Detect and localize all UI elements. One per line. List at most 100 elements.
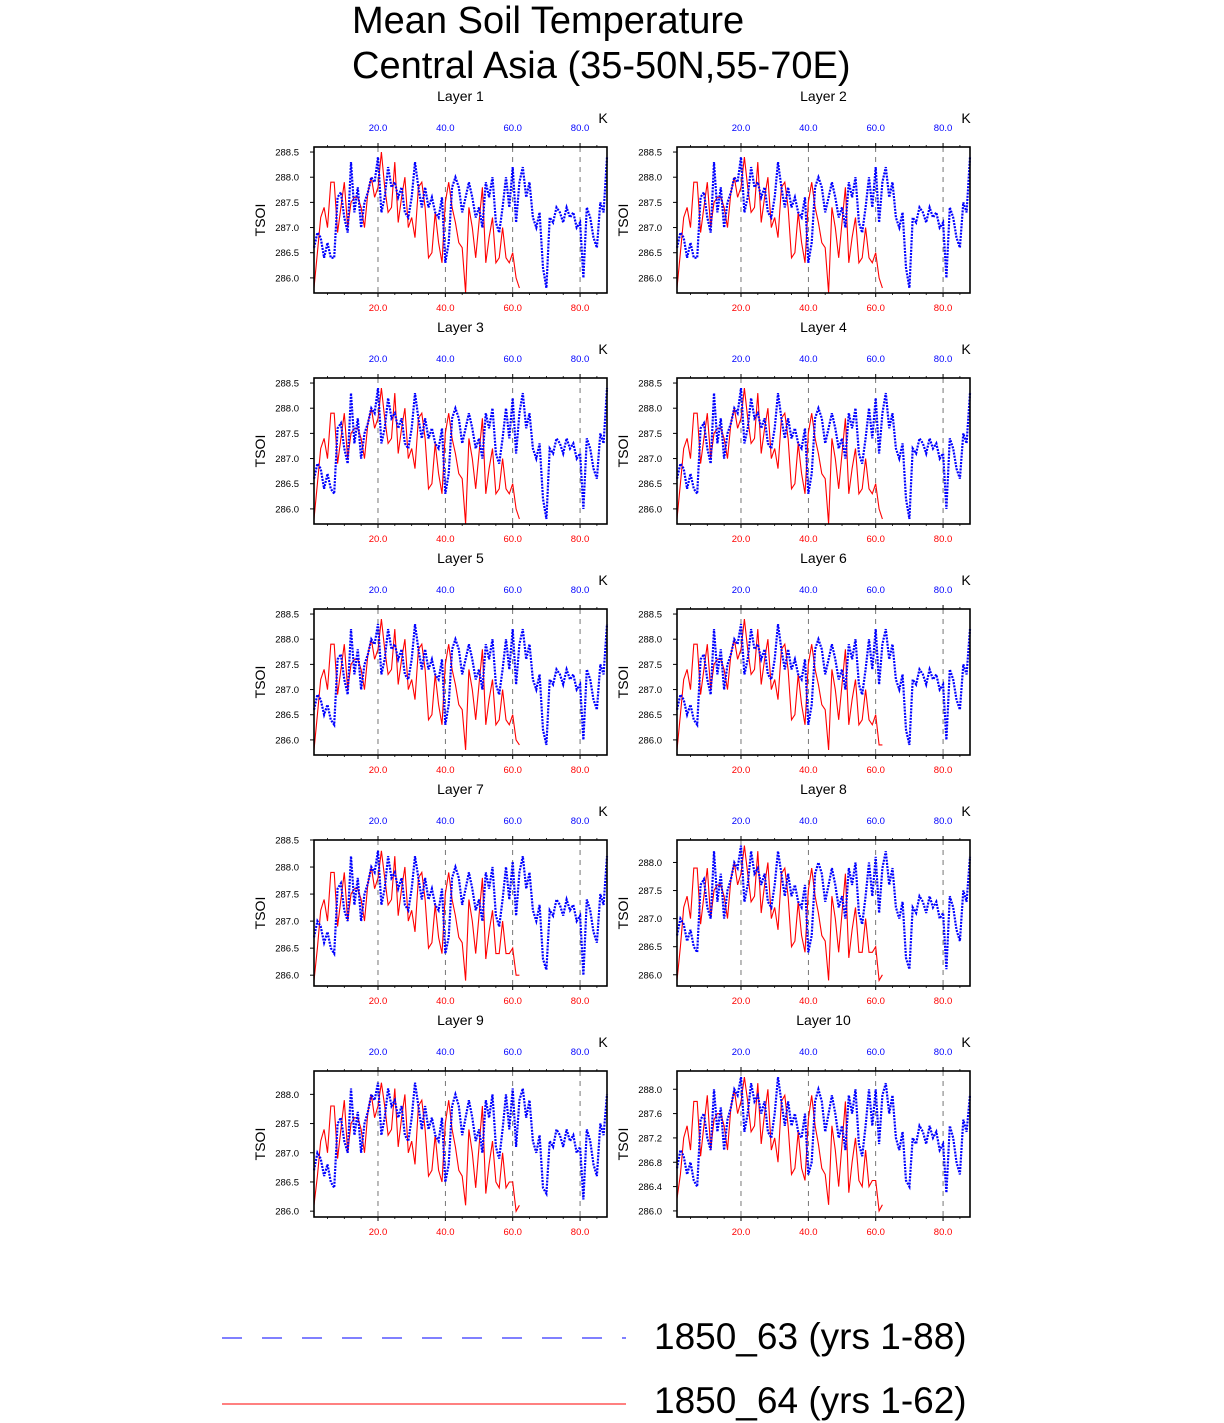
y-tick-label: 286.5 (275, 248, 299, 259)
y-tick-label: 287.6 (638, 1109, 662, 1120)
y-axis-label: TSOI (615, 204, 631, 237)
y-tick-label: 287.5 (275, 660, 299, 671)
units-label: K (961, 803, 971, 819)
units-label: K (598, 341, 608, 357)
panel-title: Layer 8 (800, 781, 847, 797)
top-tick-label: 20.0 (369, 1047, 388, 1058)
y-tick-label: 286.4 (638, 1182, 662, 1193)
top-tick-label: 60.0 (503, 585, 522, 596)
bottom-tick-label: 80.0 (571, 534, 590, 545)
panel-frame (676, 608, 971, 756)
top-tick-label: 20.0 (369, 585, 388, 596)
units-label: K (961, 110, 971, 126)
series-1850-63-line (675, 845, 972, 970)
y-tick-label: 286.5 (638, 248, 662, 259)
bottom-tick-label: 20.0 (369, 303, 388, 314)
y-tick-label: 288.5 (638, 610, 662, 621)
bottom-tick-label: 80.0 (934, 1227, 953, 1238)
y-tick-label: 286.5 (275, 479, 299, 490)
units-label: K (961, 572, 971, 588)
panel-title: Layer 2 (800, 88, 847, 104)
bottom-tick-label: 80.0 (571, 765, 590, 776)
y-tick-label: 287.0 (275, 1148, 299, 1159)
units-label: K (598, 110, 608, 126)
y-tick-label: 286.5 (638, 479, 662, 490)
bottom-tick-label: 80.0 (934, 534, 953, 545)
bottom-tick-label: 60.0 (503, 303, 522, 314)
top-tick-label: 80.0 (934, 123, 953, 134)
legend-lines (222, 1337, 626, 1405)
series-1850-63-line (312, 1082, 609, 1200)
y-tick-label: 287.0 (638, 685, 662, 696)
bottom-tick-label: 80.0 (934, 765, 953, 776)
panel-title: Layer 5 (437, 550, 484, 566)
top-tick-label: 20.0 (369, 123, 388, 134)
bottom-tick-label: 60.0 (866, 534, 885, 545)
y-tick-label: 287.0 (275, 223, 299, 234)
bottom-tick-label: 80.0 (934, 303, 953, 314)
series-1850-63-line (312, 623, 609, 746)
series-1850-63-line (675, 387, 972, 520)
bottom-tick-label: 40.0 (799, 996, 818, 1007)
series-1850-63-line (675, 1076, 972, 1193)
units-label: K (598, 572, 608, 588)
top-tick-label: 60.0 (503, 1047, 522, 1058)
y-tick-label: 286.0 (638, 735, 662, 746)
y-tick-label: 286.0 (275, 1207, 299, 1218)
y-tick-label: 288.0 (275, 404, 299, 415)
top-tick-label: 80.0 (934, 585, 953, 596)
y-tick-label: 287.0 (275, 917, 299, 928)
bottom-tick-label: 40.0 (799, 1227, 818, 1238)
top-tick-label: 20.0 (732, 123, 751, 134)
y-tick-label: 287.2 (638, 1133, 662, 1144)
series-1850-64-line (313, 388, 520, 525)
bottom-tick-label: 60.0 (503, 1227, 522, 1238)
top-tick-label: 40.0 (799, 1047, 818, 1058)
series-1850-63-line (312, 850, 609, 976)
series-1850-63-line (312, 387, 609, 520)
bottom-tick-label: 80.0 (571, 1227, 590, 1238)
panel-7: Layer 7 K 20.0 40.0 60.0 80.0 20.0 40.0 60.0 80.0… (252, 781, 608, 1007)
y-tick-label: 286.0 (275, 971, 299, 982)
y-tick-label: 286.8 (638, 1158, 662, 1169)
top-tick-label: 80.0 (571, 354, 590, 365)
bottom-tick-label: 20.0 (732, 1227, 751, 1238)
y-tick-label: 287.0 (275, 685, 299, 696)
panel-1: Layer 1 K 20.0 40.0 60.0 80.0 20.0 40.0 60.0 80.0… (252, 88, 608, 314)
units-label: K (598, 803, 608, 819)
top-tick-label: 80.0 (571, 816, 590, 827)
y-tick-label: 288.5 (638, 148, 662, 159)
bottom-tick-label: 80.0 (571, 996, 590, 1007)
panel-4: Layer 4 K 20.0 40.0 60.0 80.0 20.0 40.0 60.0 80.0… (615, 319, 971, 545)
bottom-tick-label: 20.0 (732, 765, 751, 776)
y-axis-label: TSOI (252, 897, 268, 930)
bottom-tick-label: 40.0 (436, 765, 455, 776)
units-label: K (961, 1034, 971, 1050)
series-1850-63-line (675, 623, 972, 746)
top-tick-label: 20.0 (369, 816, 388, 827)
panel-title: Layer 10 (796, 1012, 851, 1028)
top-tick-label: 40.0 (436, 354, 455, 365)
y-axis-label: TSOI (615, 435, 631, 468)
top-tick-label: 60.0 (503, 816, 522, 827)
panel-9: Layer 9 K 20.0 40.0 60.0 80.0 20.0 40.0 60.0 80.0… (252, 1012, 608, 1238)
y-tick-label: 287.0 (638, 223, 662, 234)
top-tick-label: 40.0 (799, 123, 818, 134)
panel-title: Layer 4 (800, 319, 847, 335)
panel-title: Layer 3 (437, 319, 484, 335)
y-axis-label: TSOI (615, 1128, 631, 1161)
y-tick-label: 287.0 (638, 454, 662, 465)
y-tick-label: 288.0 (638, 404, 662, 415)
y-axis-label: TSOI (252, 204, 268, 237)
bottom-tick-label: 20.0 (369, 1227, 388, 1238)
y-axis-label: TSOI (252, 435, 268, 468)
top-tick-label: 20.0 (732, 1047, 751, 1058)
top-tick-label: 80.0 (571, 123, 590, 134)
panel-frame (313, 839, 608, 987)
chart-title-line1: Mean Soil Temperature (352, 0, 745, 42)
top-tick-label: 80.0 (934, 354, 953, 365)
bottom-tick-label: 20.0 (732, 996, 751, 1007)
y-axis-label: TSOI (252, 666, 268, 699)
y-tick-label: 288.0 (275, 863, 299, 874)
y-tick-label: 288.5 (275, 610, 299, 621)
